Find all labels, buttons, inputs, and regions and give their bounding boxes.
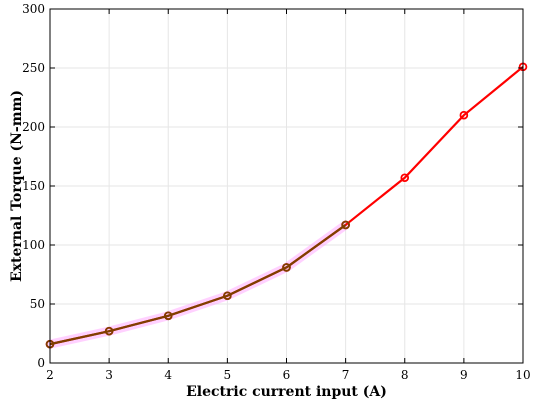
x-tick-label: 6 <box>283 368 291 382</box>
y-tick-label: 100 <box>22 238 45 252</box>
x-tick-label: 4 <box>164 368 172 382</box>
band-shape <box>45 220 351 349</box>
x-axis-ticks: 2 3 4 5 6 7 8 9 10 <box>46 9 531 382</box>
data-point <box>163 311 173 321</box>
x-tick-label: 5 <box>224 368 232 382</box>
y-tick-label: 0 <box>37 356 45 370</box>
grid <box>49 8 524 364</box>
y-axis-ticks: 0 50 100 150 200 250 300 <box>22 2 523 370</box>
data-point <box>104 326 114 336</box>
uncertainty-band <box>45 220 351 349</box>
data-point <box>282 263 291 272</box>
series-line-2 <box>49 224 347 346</box>
y-tick-label: 200 <box>22 120 45 134</box>
y-tick-label: 50 <box>30 297 45 311</box>
series-layer <box>45 62 528 349</box>
data-point <box>459 110 469 120</box>
x-tick-label: 3 <box>105 368 113 382</box>
data-point <box>400 173 410 183</box>
data-point <box>223 291 232 301</box>
y-tick-label: 150 <box>22 179 45 193</box>
x-tick-label: 2 <box>46 368 54 382</box>
y-axis-title: External Torque (N-mm) <box>9 90 25 282</box>
data-point <box>341 220 350 230</box>
x-tick-label: 9 <box>460 368 468 382</box>
x-tick-label: 7 <box>342 368 350 382</box>
x-tick-label: 8 <box>401 368 409 382</box>
y-tick-label: 250 <box>22 61 45 75</box>
x-axis-title: Electric current input (A) <box>186 384 387 400</box>
x-tick-label: 10 <box>515 368 530 382</box>
y-tick-label: 300 <box>22 2 45 16</box>
